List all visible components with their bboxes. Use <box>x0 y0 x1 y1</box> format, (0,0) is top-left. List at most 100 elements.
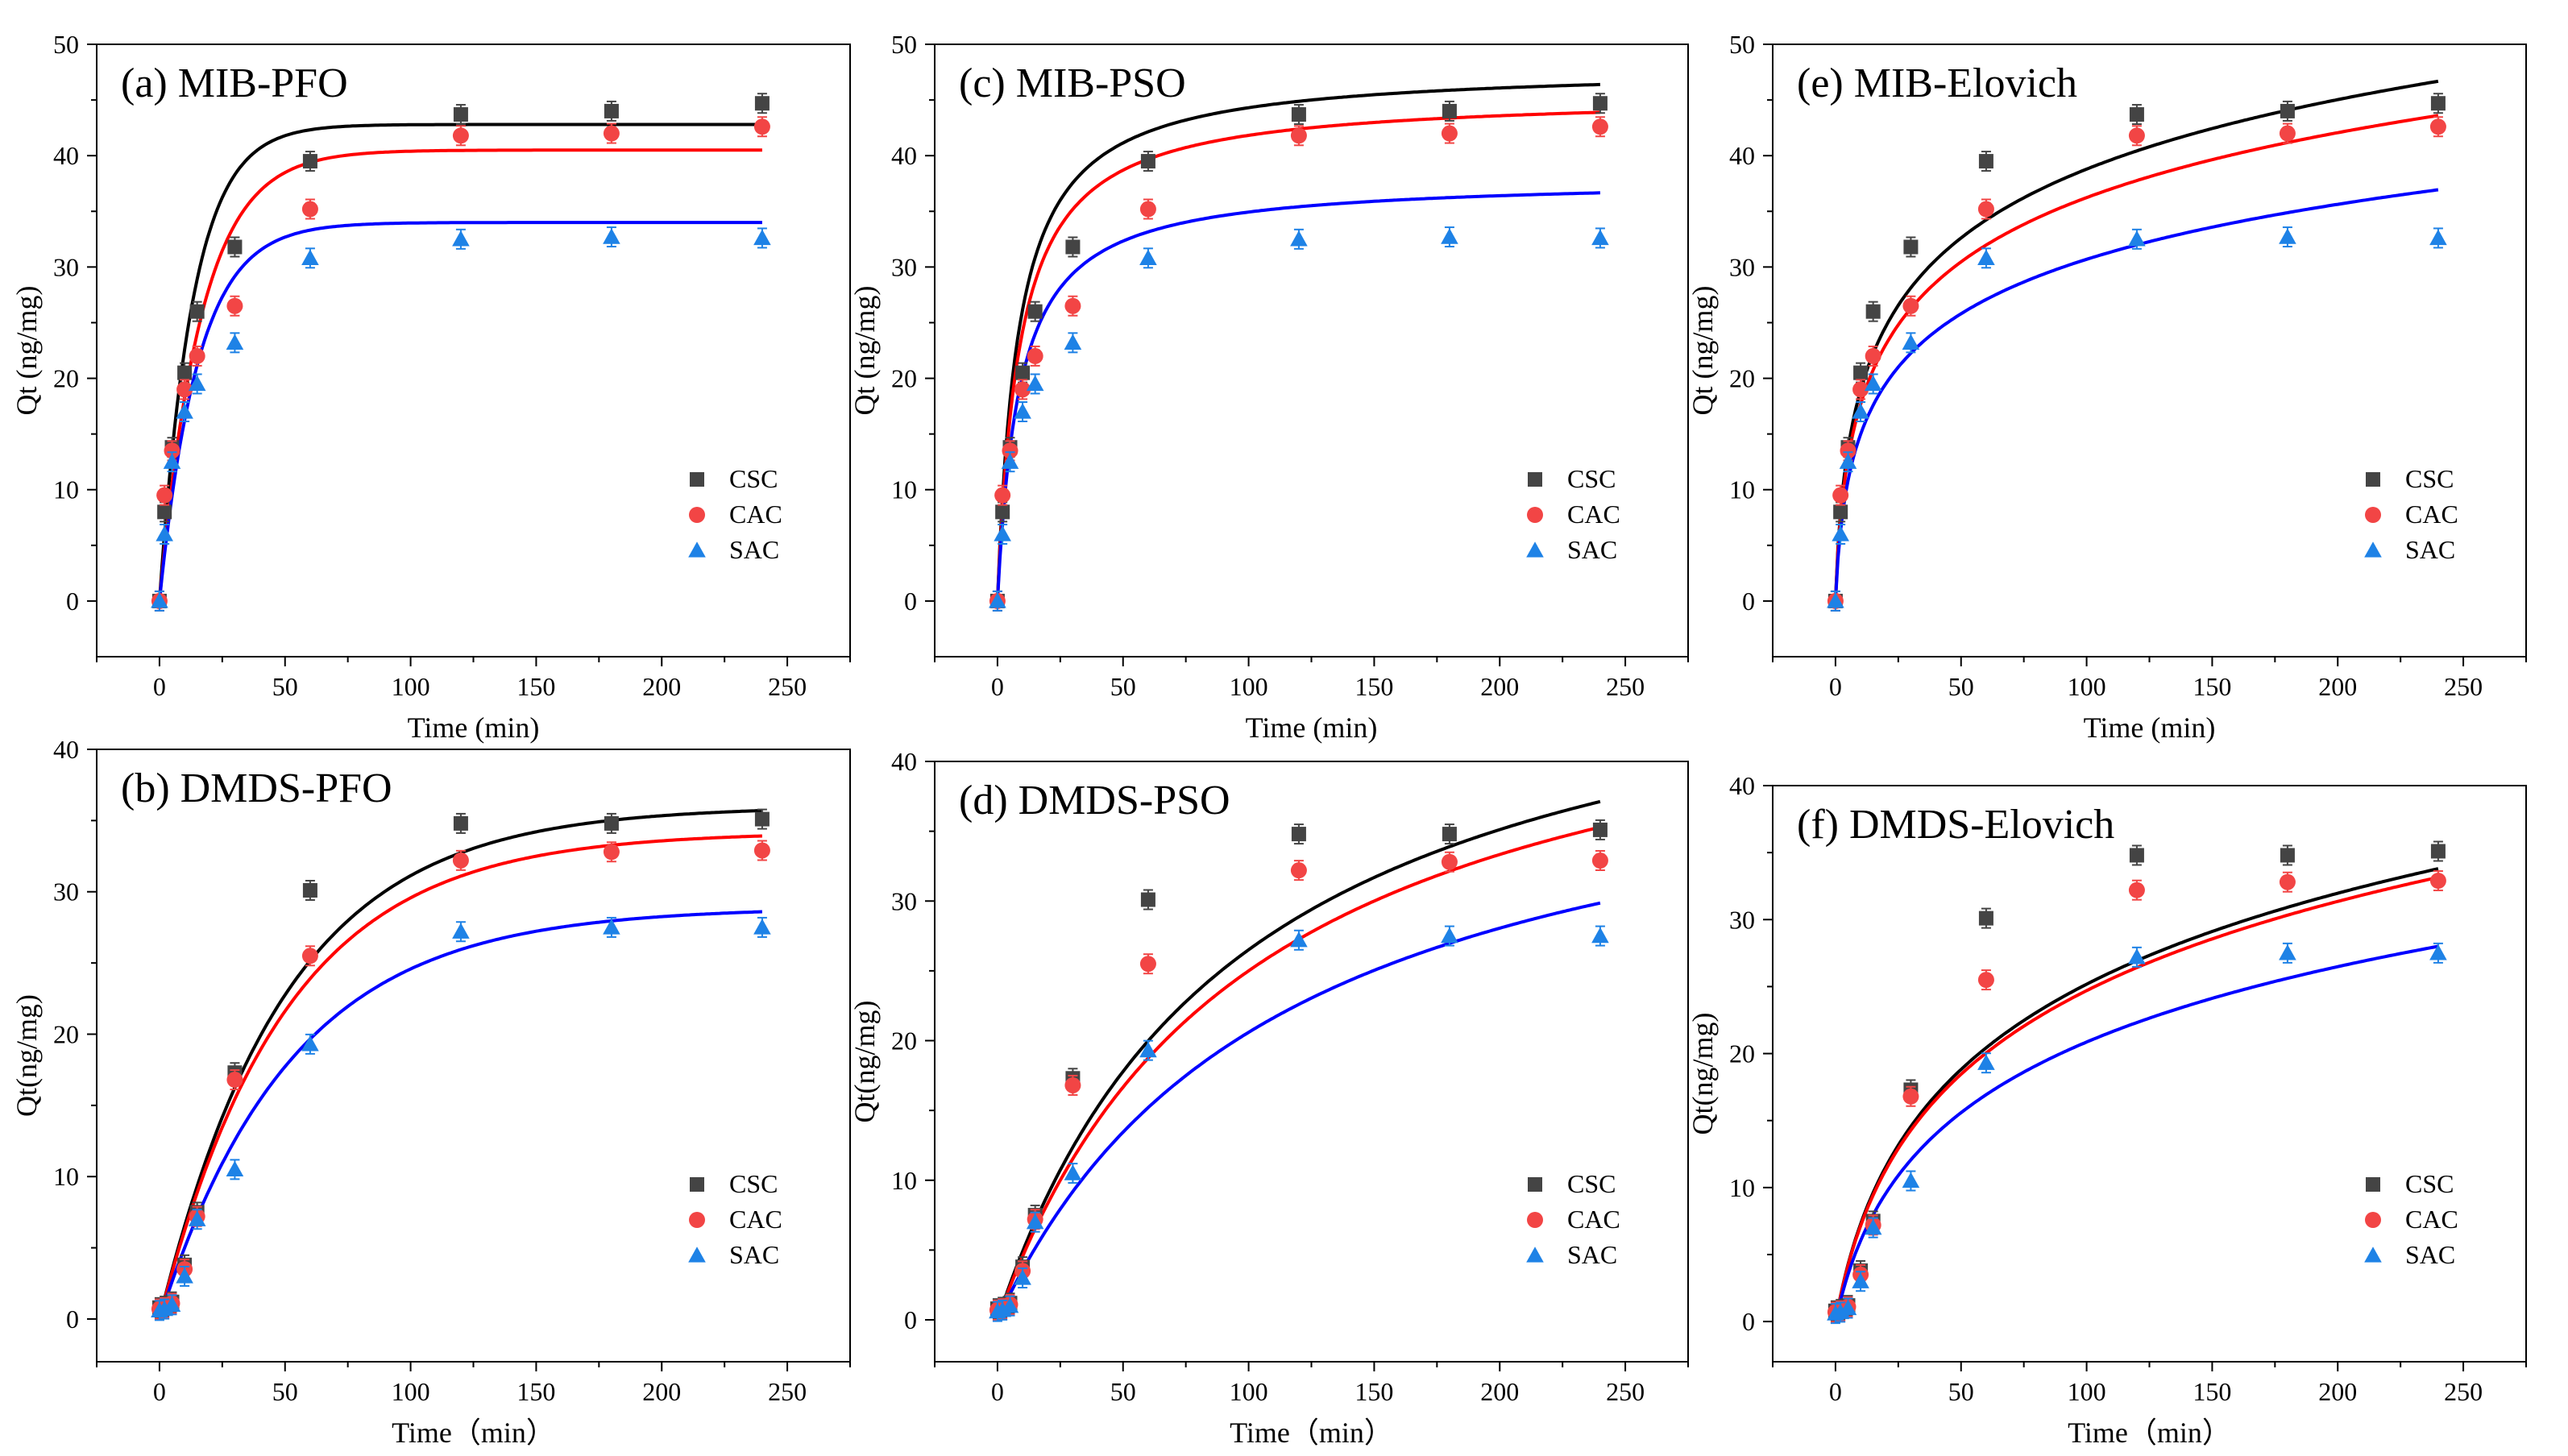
legend: CSC CAC SAC <box>688 464 782 564</box>
data-point-cac <box>1902 297 1919 314</box>
x-tick-label: 100 <box>2068 672 2106 701</box>
data-point-cac <box>226 297 243 314</box>
x-axis-title: Time（min） <box>1230 1417 1393 1449</box>
x-tick-label: 150 <box>1355 672 1393 701</box>
data-point-csc <box>1978 911 1993 926</box>
legend-label-csc: CSC <box>1567 464 1616 493</box>
legend: CSC CAC SAC <box>2364 1169 2458 1269</box>
data-point-sac <box>163 453 181 469</box>
x-tick-label: 250 <box>768 672 807 701</box>
fit-curve-csc <box>157 808 762 1320</box>
y-tick-label: 20 <box>1729 1039 1755 1068</box>
data-point-csc <box>157 504 172 520</box>
fit-curve-sac <box>995 191 1600 602</box>
data-point-csc <box>604 815 619 831</box>
data-point-csc <box>2430 844 2446 859</box>
data-point-cac <box>1977 201 1994 218</box>
y-tick-label: 30 <box>1729 252 1755 281</box>
data-point-sac <box>1864 375 1882 392</box>
data-point-sac <box>452 923 470 939</box>
plot-frame <box>96 749 851 1363</box>
data-point-sac <box>1591 229 1609 246</box>
data-point-cac <box>301 201 318 218</box>
data-point-cac <box>452 852 469 869</box>
x-tick-label: 0 <box>1829 1377 1842 1406</box>
data-point-sac <box>2128 948 2146 964</box>
x-tick-label: 100 <box>1230 1377 1268 1406</box>
y-tick-label: 10 <box>1729 1173 1755 1202</box>
x-tick-label: 200 <box>2318 672 2357 701</box>
panel-title: (c) MIB-PSO <box>959 60 1186 106</box>
data-point-csc <box>1442 103 1457 118</box>
data-point-csc <box>1853 365 1869 380</box>
data-point-sac <box>1902 334 1920 350</box>
x-tick-label: 50 <box>1110 672 1136 701</box>
data-point-cac <box>1840 442 1857 459</box>
data-point-sac <box>301 1035 319 1052</box>
data-point-sac <box>994 1301 1011 1317</box>
y-tick-label: 0 <box>66 1305 79 1334</box>
x-tick-label: 200 <box>1480 1377 1519 1406</box>
legend-marker-cac <box>689 507 705 523</box>
data-point-cac <box>1139 956 1156 973</box>
data-point-sac <box>1026 375 1044 392</box>
data-point-cac <box>1591 118 1608 135</box>
data-point-csc <box>995 504 1010 520</box>
legend-marker-csc <box>2366 1177 2380 1192</box>
panel-title: (e) MIB-Elovich <box>1797 60 2077 106</box>
data-point-sac <box>753 229 771 246</box>
data-point-csc <box>1865 304 1881 319</box>
legend-label-csc: CSC <box>2405 1169 2454 1198</box>
x-tick-label: 50 <box>272 672 298 701</box>
y-axis-title: Qt (ng/mg) <box>10 286 43 416</box>
x-tick-label: 0 <box>153 1377 166 1406</box>
fit-curve-csc <box>995 82 1600 601</box>
data-point-csc <box>1442 827 1457 842</box>
legend-label-cac: CAC <box>1567 500 1620 529</box>
data-point-sac <box>1977 1054 1995 1070</box>
data-point-cac <box>1852 381 1869 398</box>
legend-marker-sac <box>2364 1247 2382 1263</box>
fit-curve-sac <box>996 901 1601 1321</box>
x-tick-label: 250 <box>2444 1377 2483 1406</box>
legend: CSC CAC SAC <box>2364 464 2458 564</box>
data-point-cac <box>2429 873 2446 890</box>
legend: CSC CAC SAC <box>1526 1169 1620 1269</box>
legend-marker-cac <box>689 1212 705 1228</box>
legend-label-sac: SAC <box>729 1240 779 1269</box>
legend: CSC CAC SAC <box>688 1169 782 1269</box>
data-point-cac <box>1002 442 1018 459</box>
data-point-cac <box>2279 125 2296 142</box>
data-point-cac <box>1064 297 1081 314</box>
legend-marker-sac <box>2364 541 2382 558</box>
data-point-cac <box>1139 201 1156 218</box>
fit-curve-sac <box>157 221 762 602</box>
data-point-csc <box>1027 304 1043 319</box>
data-point-cac <box>226 1072 243 1089</box>
data-point-cac <box>452 127 469 144</box>
data-point-cac <box>1064 1076 1081 1093</box>
y-tick-label: 40 <box>1729 771 1755 800</box>
fit-curve-csc <box>1833 867 2439 1322</box>
data-point-cac <box>1014 381 1031 398</box>
legend-marker-cac <box>1527 1212 1543 1228</box>
x-axis-title: Time (min) <box>1246 711 1378 744</box>
fit-curve-cac <box>157 834 762 1320</box>
data-point-sac <box>2429 944 2447 960</box>
x-tick-label: 50 <box>272 1377 298 1406</box>
data-point-sac <box>176 1267 193 1284</box>
data-point-cac <box>1027 347 1043 364</box>
y-tick-label: 20 <box>891 364 917 393</box>
legend-marker-sac <box>688 541 706 558</box>
x-tick-label: 50 <box>1110 1377 1136 1406</box>
data-point-sac <box>226 334 244 350</box>
legend-marker-csc <box>1528 1177 1542 1192</box>
data-point-cac <box>189 347 205 364</box>
legend-marker-csc <box>2366 472 2380 487</box>
y-tick-label: 10 <box>891 1166 917 1195</box>
panel-title: (a) MIB-PFO <box>121 60 348 106</box>
data-point-sac <box>156 1300 173 1317</box>
x-tick-label: 150 <box>1355 1377 1393 1406</box>
fit-curve-csc <box>157 122 762 602</box>
plot-frame <box>1772 785 2527 1363</box>
